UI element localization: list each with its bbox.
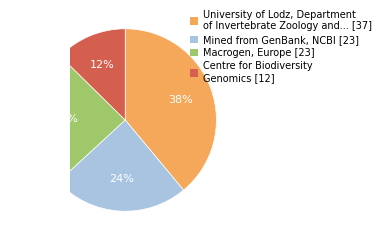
Wedge shape <box>125 29 216 190</box>
Wedge shape <box>60 29 125 120</box>
Text: 38%: 38% <box>169 95 193 105</box>
Legend: University of Lodz, Department
of Invertebrate Zoology and... [37], Mined from G: University of Lodz, Department of Invert… <box>190 10 372 83</box>
Wedge shape <box>58 120 184 211</box>
Text: 12%: 12% <box>90 60 115 70</box>
Text: 24%: 24% <box>54 114 78 124</box>
Text: 24%: 24% <box>109 174 134 184</box>
Wedge shape <box>34 56 125 182</box>
